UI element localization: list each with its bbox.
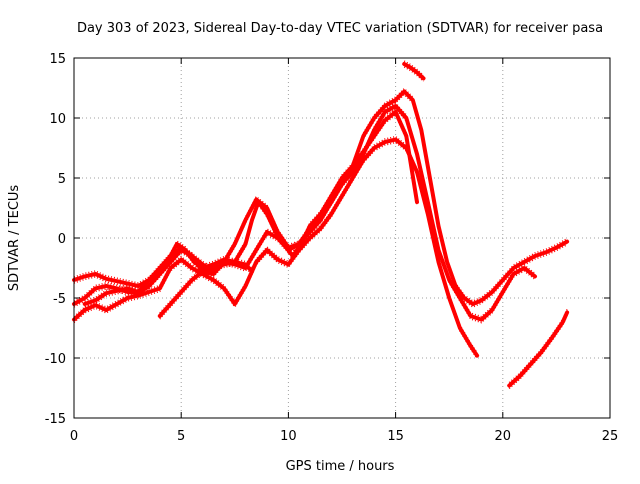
series-marker-band	[159, 258, 253, 314]
y-tick-label: 15	[49, 52, 66, 67]
x-tick-label: 20	[495, 429, 512, 444]
series-line	[402, 62, 426, 81]
chart-title: Day 303 of 2023, Sidereal Day-to-day VTE…	[77, 21, 603, 36]
series-line	[72, 137, 480, 358]
series-layer	[72, 60, 570, 390]
x-axis-label: GPS time / hours	[286, 459, 395, 474]
series-track-d	[82, 107, 419, 308]
x-tick-label: 25	[602, 429, 619, 444]
series-marker-band	[159, 264, 253, 320]
series-marker-band	[73, 141, 478, 360]
series-marker-band	[84, 107, 418, 302]
series-track-g	[507, 309, 570, 390]
series-track-c	[72, 135, 480, 360]
x-tick-label: 5	[177, 429, 185, 444]
y-tick-label: 10	[49, 112, 66, 127]
axis-ticks	[73, 57, 611, 419]
series-marker-band	[403, 66, 425, 82]
y-tick-label: 0	[58, 232, 66, 247]
series-line	[82, 110, 419, 306]
y-tick-label: -10	[45, 352, 66, 367]
y-tick-label: 5	[58, 172, 66, 187]
series-line	[157, 260, 254, 318]
x-tick-label: 15	[387, 429, 404, 444]
y-tick-label: -5	[53, 292, 66, 307]
y-tick-label: -15	[45, 412, 66, 427]
series-marker-band	[73, 135, 478, 354]
x-tick-label: 0	[70, 429, 78, 444]
series-track-e	[157, 258, 254, 320]
x-tick-label: 10	[280, 429, 297, 444]
x-tick-labels: 0 5 10 15 20 25	[70, 429, 618, 444]
series-line	[507, 310, 570, 388]
series-marker-band	[84, 113, 418, 308]
series-track-f	[402, 60, 426, 82]
series-marker-band	[403, 60, 425, 76]
y-tick-labels: -15 -10 -5 0 5 10 15	[45, 52, 66, 427]
y-axis-label: SDTVAR / TECUs	[7, 185, 22, 292]
